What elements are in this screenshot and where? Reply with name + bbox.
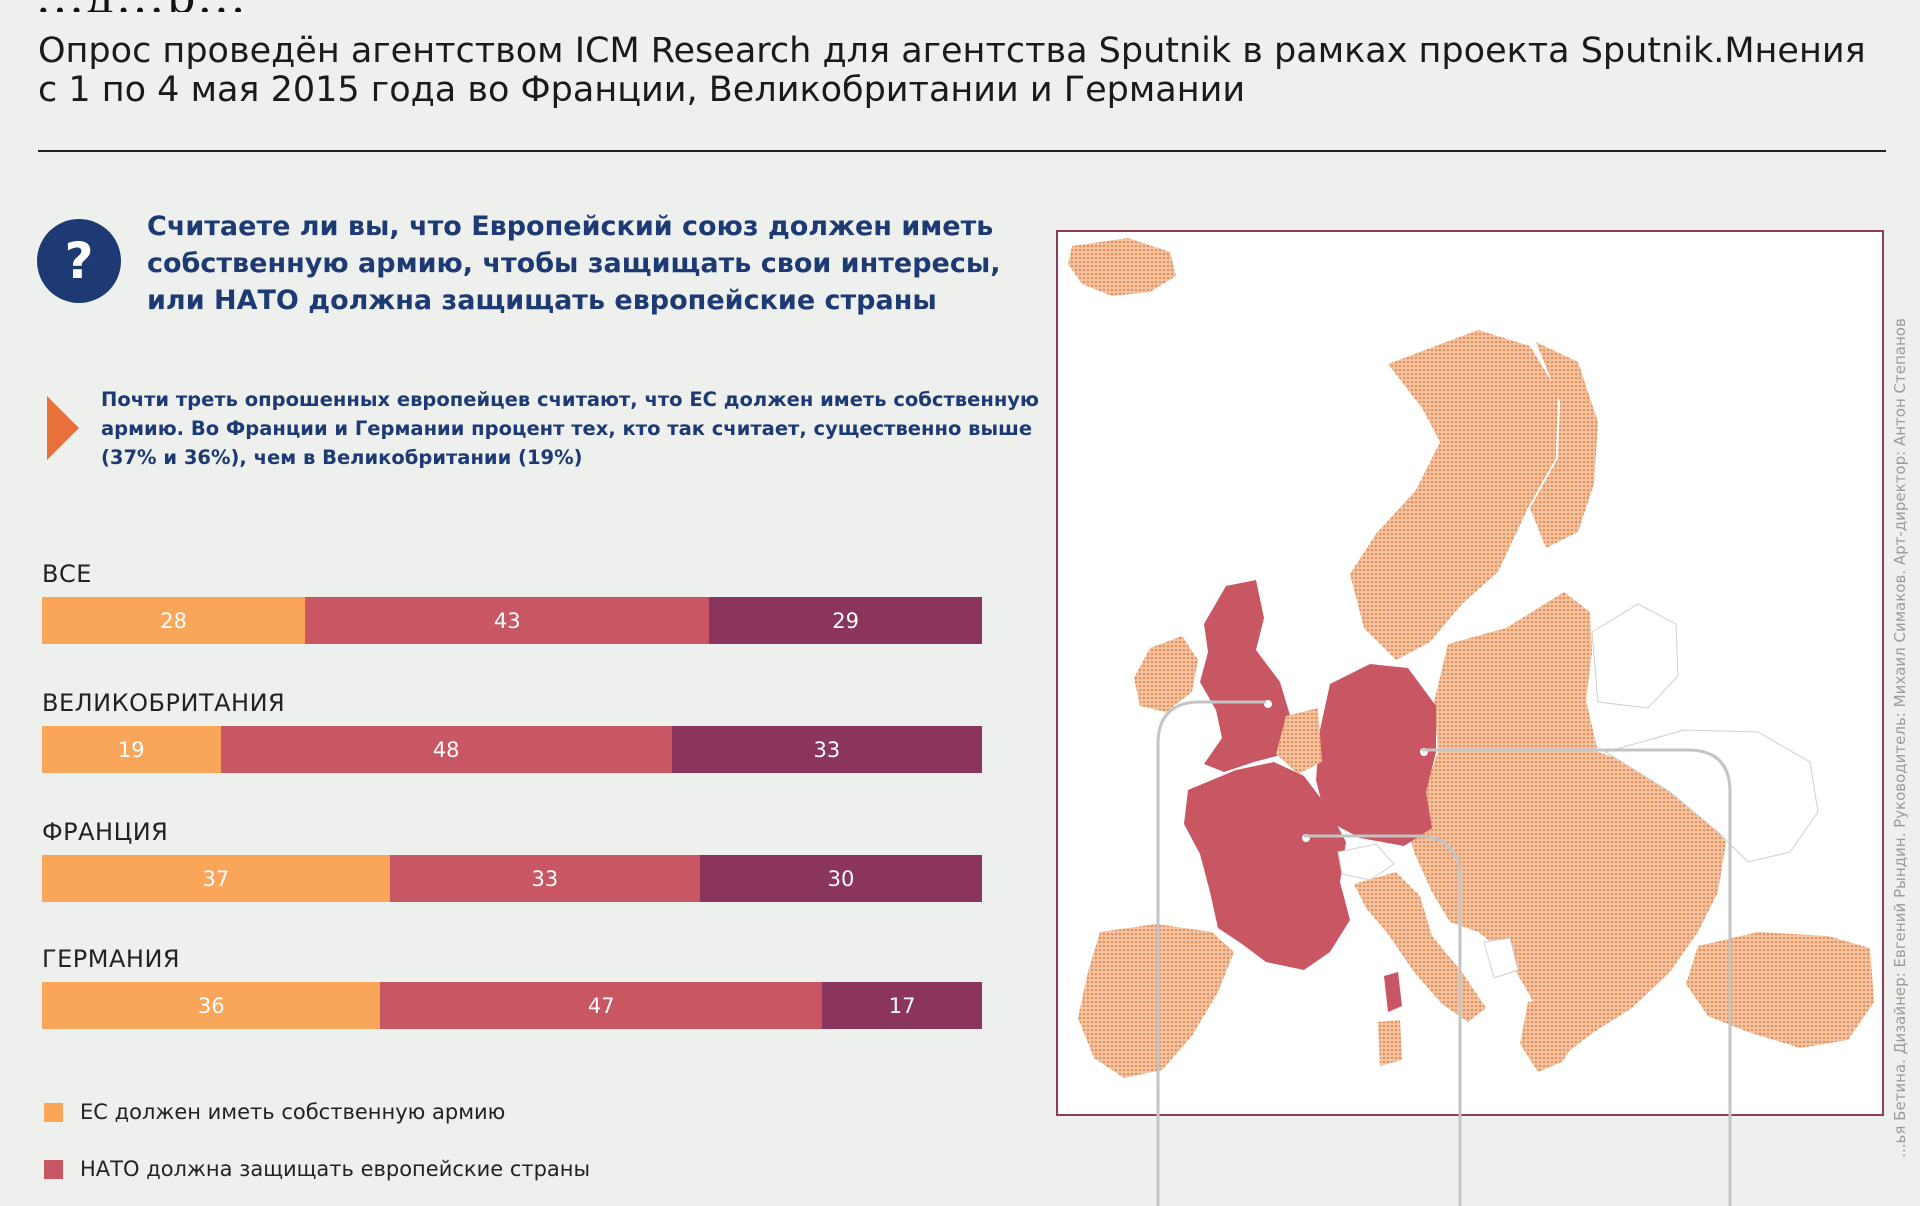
subtitle-line-1: Опрос проведён агентством ICM Research д… bbox=[38, 31, 1866, 71]
stacked-bar: 37 33 30 bbox=[42, 855, 982, 902]
bar-value-label: 36 bbox=[197, 993, 225, 1018]
question-mark-icon: ? bbox=[37, 219, 121, 303]
legend-item: ЕС должен иметь собственную армию bbox=[44, 1100, 505, 1124]
subtitle: Опрос проведён агентством ICM Research д… bbox=[38, 31, 1866, 110]
bar-segment: 33 bbox=[671, 726, 982, 773]
map-greece bbox=[1520, 998, 1582, 1072]
bar-value-label: 17 bbox=[888, 993, 916, 1018]
note-line-1: Почти треть опрошенных европейцев считаю… bbox=[101, 388, 1039, 411]
bar-value-label: 30 bbox=[827, 866, 855, 891]
legend-label: НАТО должна защищать европейские страны bbox=[80, 1157, 591, 1181]
map-ukraine bbox=[1604, 729, 1819, 863]
note-line-2: армию. Во Франции и Германии процент тех… bbox=[101, 417, 1033, 440]
bar-value-label: 37 bbox=[202, 866, 230, 891]
europe-map-svg bbox=[1058, 232, 1882, 1114]
stacked-bar: 36 47 17 bbox=[42, 982, 982, 1029]
question-text: Считаете ли вы, что Европейский союз дол… bbox=[147, 208, 1047, 319]
map-germany bbox=[1316, 664, 1436, 846]
europe-map bbox=[1056, 230, 1884, 1116]
bar-segment: 47 bbox=[380, 982, 823, 1029]
subtitle-line-2: с 1 по 4 мая 2015 года во Франции, Велик… bbox=[38, 70, 1246, 110]
leader-france bbox=[1304, 834, 1462, 1206]
map-iceland bbox=[1068, 238, 1176, 296]
note-line-3: (37% и 36%), чем в Великобритании (19%) bbox=[101, 446, 583, 469]
bar-segment: 36 bbox=[42, 982, 381, 1029]
legend-swatch bbox=[44, 1102, 63, 1122]
arrow-right-icon bbox=[47, 396, 79, 460]
bar-value-label: 19 bbox=[117, 737, 145, 762]
map-sardinia bbox=[1378, 1020, 1402, 1066]
bar-label: ВЕЛИКОБРИТАНИЯ bbox=[42, 689, 286, 717]
bar-segment: 30 bbox=[699, 855, 982, 902]
bar-segment: 19 bbox=[42, 726, 221, 773]
stacked-bar: 19 48 33 bbox=[42, 726, 982, 773]
bar-value-label: 33 bbox=[813, 737, 841, 762]
bar-segment: 28 bbox=[42, 597, 306, 644]
bar-value-label: 48 bbox=[432, 737, 460, 762]
legend-label: ЕС должен иметь собственную армию bbox=[80, 1100, 506, 1124]
question-line-2: собственную армию, чтобы защищать свои и… bbox=[147, 248, 1001, 279]
bar-value-label: 33 bbox=[531, 866, 559, 891]
bar-segment: 48 bbox=[220, 726, 672, 773]
credits: ...ья Бетина. Дизайнер: Евгений Рындин. … bbox=[1891, 318, 1909, 1158]
bar-label: ГЕРМАНИЯ bbox=[42, 945, 181, 973]
bar-segment: 43 bbox=[305, 597, 710, 644]
leader-great-britain bbox=[1156, 700, 1266, 1206]
bar-label: ВСЕ bbox=[42, 560, 92, 588]
leader-germany bbox=[1422, 748, 1732, 1206]
bar-value-label: 29 bbox=[832, 608, 860, 633]
map-great-britain bbox=[1200, 580, 1292, 772]
question-line-3: или НАТО должна защищать европейские стр… bbox=[147, 285, 937, 316]
map-finland bbox=[1530, 342, 1598, 548]
map-france bbox=[1184, 762, 1350, 970]
map-scandinavia bbox=[1350, 330, 1558, 660]
legend-item: НАТО должна защищать европейские страны bbox=[44, 1157, 590, 1181]
stacked-bar: 28 43 29 bbox=[42, 597, 982, 644]
map-switzerland bbox=[1337, 843, 1395, 881]
summary-note: Почти треть опрошенных европейцев считаю… bbox=[101, 385, 1039, 472]
map-corsica bbox=[1384, 972, 1402, 1012]
title-fragment: ...д...р... bbox=[36, 0, 556, 12]
bar-segment: 37 bbox=[42, 855, 390, 902]
map-turkey bbox=[1686, 932, 1874, 1048]
question-line-1: Считаете ли вы, что Европейский союз дол… bbox=[147, 211, 994, 242]
bar-label: ФРАНЦИЯ bbox=[42, 818, 169, 846]
map-benelux bbox=[1276, 708, 1322, 774]
map-italy bbox=[1354, 872, 1486, 1022]
bar-segment: 33 bbox=[389, 855, 700, 902]
bar-value-label: 47 bbox=[587, 993, 615, 1018]
map-iberia bbox=[1078, 924, 1234, 1078]
bar-value-label: 43 bbox=[493, 608, 521, 633]
bar-segment: 29 bbox=[709, 597, 982, 644]
legend-swatch bbox=[44, 1159, 63, 1179]
map-ireland bbox=[1134, 636, 1198, 712]
map-central-europe bbox=[1406, 592, 1726, 1052]
header-divider bbox=[38, 150, 1886, 152]
bar-segment: 17 bbox=[822, 982, 982, 1029]
map-balkans-gap bbox=[1483, 937, 1519, 979]
bar-value-label: 28 bbox=[160, 608, 187, 633]
map-belarus bbox=[1591, 603, 1679, 709]
